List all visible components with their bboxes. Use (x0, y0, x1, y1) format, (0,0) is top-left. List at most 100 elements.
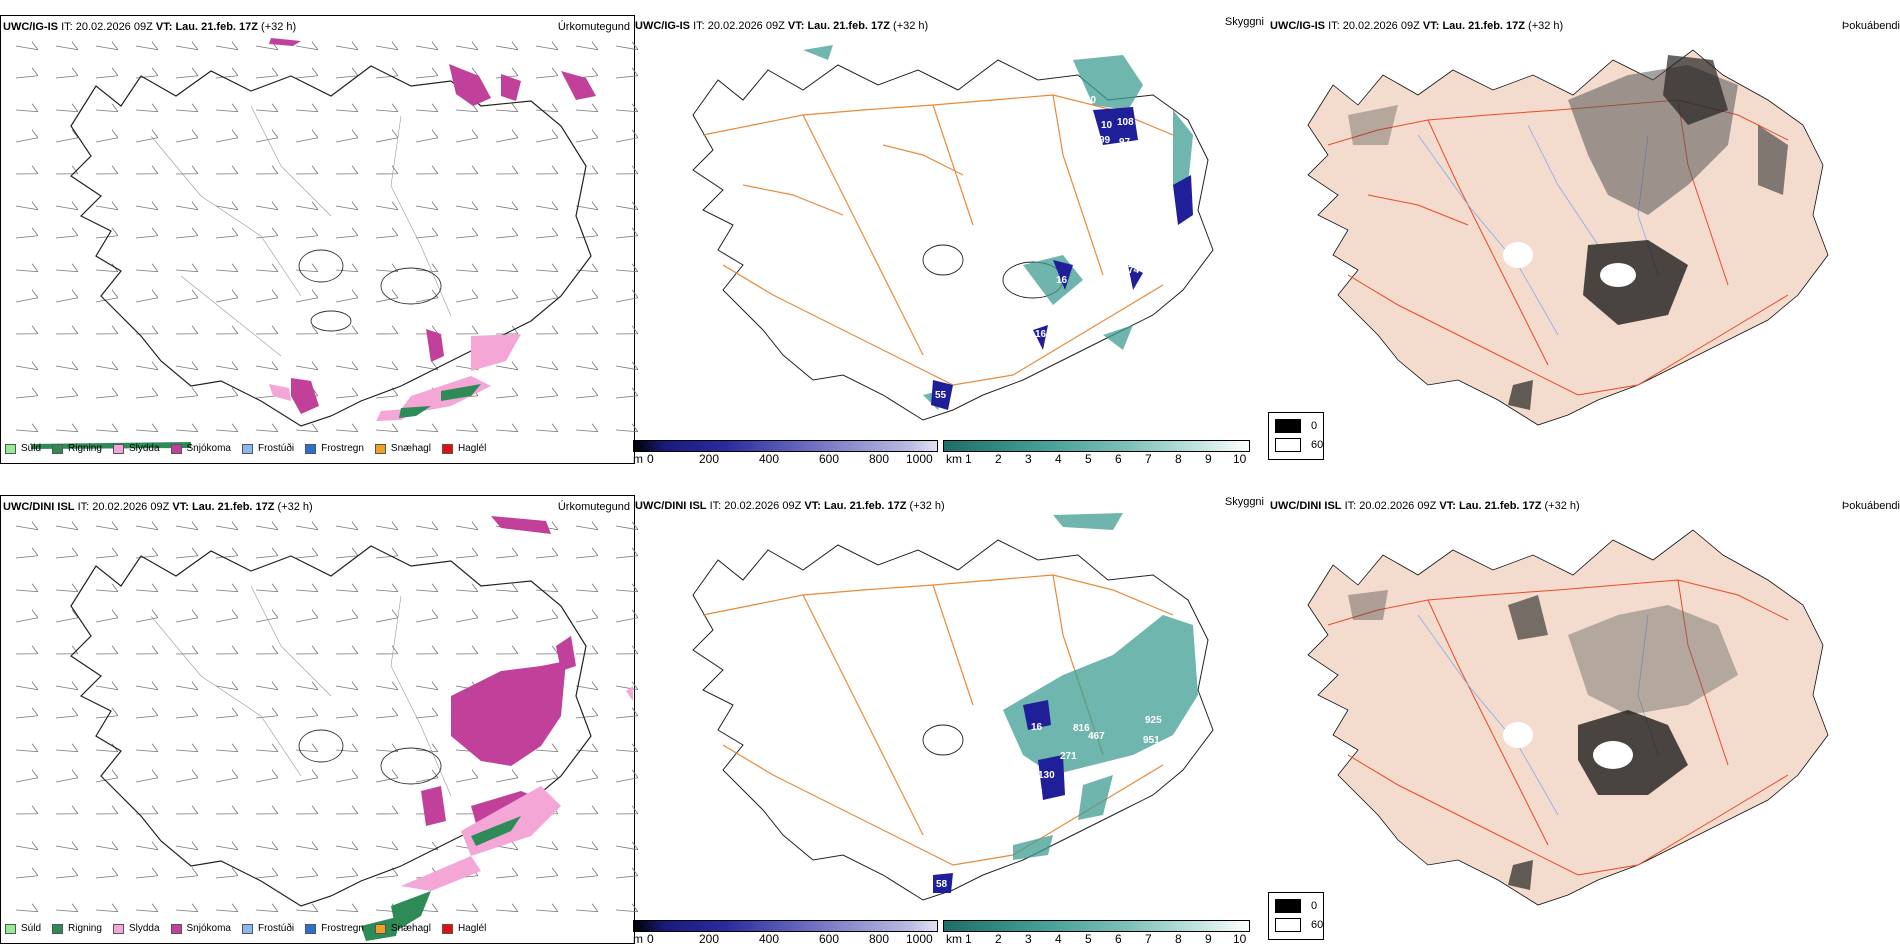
wind-barb (15, 867, 39, 879)
fog-clear-areas (1503, 722, 1633, 769)
visibility-m-fields (931, 107, 1193, 410)
wind-barb (55, 841, 79, 851)
wind-barb (375, 67, 399, 79)
wind-barb (15, 129, 39, 143)
wind-barb (175, 129, 199, 143)
wind-barb (375, 841, 399, 851)
panel-header: UWC/DINI ISL IT: 20.02.2026 09Z VT: Lau.… (3, 501, 313, 514)
wind-barb (335, 645, 359, 655)
km-tick: 4 (1055, 452, 1062, 466)
wind-barb (455, 325, 479, 335)
wind-barb (375, 769, 399, 783)
wind-barb (175, 547, 199, 559)
wind-barb (55, 681, 79, 691)
wind-barb (375, 227, 399, 239)
wind-barb (95, 841, 119, 851)
wind-barb (215, 769, 239, 783)
m-unit: m (633, 452, 643, 466)
wind-barb (415, 645, 439, 655)
wind-barb (415, 769, 439, 783)
wind-barb (455, 609, 479, 623)
wind-barb (495, 769, 519, 783)
wind-barb (535, 769, 559, 783)
wind-barb (295, 201, 319, 211)
km-tick: 5 (1085, 932, 1092, 946)
wind-barb (255, 227, 279, 239)
wind-barb (575, 201, 599, 211)
wind-barb (255, 361, 279, 371)
visibility-value: 16 (1056, 275, 1068, 286)
legend-item: Súld (5, 443, 41, 454)
wind-barb (575, 227, 599, 239)
visibility-value: 108 (1117, 117, 1134, 128)
glaciers (922, 724, 964, 756)
precip-map (15, 38, 639, 449)
wind-barb (255, 805, 279, 815)
wind-barb (95, 805, 119, 815)
wind-barb (175, 361, 199, 371)
visibility-value: 97 (1119, 137, 1131, 148)
wind-barb (95, 903, 119, 913)
it-value: 20.02.2026 09Z (1359, 500, 1437, 512)
precip-legend: Súld Rigning Slydda Snjókoma Frostúði Fr… (5, 443, 497, 454)
wind-barb (15, 609, 39, 623)
wind-barb (135, 841, 159, 851)
wind-barb (95, 521, 119, 531)
wind-barb (135, 201, 159, 211)
wind-barb (455, 547, 479, 559)
wind-barb (535, 67, 559, 79)
lead-time: (+32 h) (1544, 500, 1580, 512)
wind-barb (615, 325, 639, 335)
wind-barb (55, 547, 79, 559)
wind-barb (495, 263, 519, 273)
snow-areas (421, 516, 576, 841)
wind-barb (55, 583, 79, 593)
wind-barb (255, 841, 279, 851)
wind-barb (375, 583, 399, 593)
wind-barb (215, 67, 239, 79)
wind-barb (255, 547, 279, 559)
wind-barb (495, 201, 519, 211)
wind-barb (615, 41, 639, 51)
wind-barb (495, 841, 519, 851)
wind-barb (255, 103, 279, 113)
wind-barb (335, 903, 359, 913)
fog-legend-label: 0 (1311, 900, 1318, 912)
wind-barb (55, 867, 79, 879)
wind-barb (455, 263, 479, 273)
wind-barb (455, 769, 479, 783)
wind-barb (615, 769, 639, 783)
wind-barb (175, 841, 199, 851)
lead-time: (+32 h) (893, 20, 929, 32)
fog-legend-label: 0 (1311, 420, 1318, 432)
legend-swatch (374, 923, 386, 934)
wind-barb (215, 609, 239, 623)
wind-barb (255, 681, 279, 691)
wind-barb (615, 707, 639, 719)
wind-barb (575, 609, 599, 623)
wind-barb (135, 103, 159, 113)
wind-barb (535, 227, 559, 239)
km-tick: 4 (1055, 932, 1062, 946)
fog-map (1307, 49, 1829, 426)
wind-barb (615, 201, 639, 211)
km-tick: 10 (1233, 932, 1247, 946)
wind-barb (295, 547, 319, 559)
wind-barbs (15, 521, 639, 913)
wind-barb (295, 903, 319, 913)
visibility-value: 74 (1128, 265, 1140, 276)
iceland-outline (692, 539, 1214, 901)
legend-item: Súld (5, 923, 41, 934)
visibility-value: 271 (1060, 751, 1077, 762)
vt-value: Lau. 21.feb. 17Z (1442, 20, 1525, 32)
fog-legend-swatch (1275, 899, 1301, 913)
fog-map (1307, 529, 1829, 906)
km-tick: 6 (1115, 452, 1122, 466)
vt-label: VT: (1422, 20, 1440, 32)
panel-header: UWC/IG-IS IT: 20.02.2026 09Z VT: Lau. 21… (635, 20, 928, 33)
wind-barb (255, 201, 279, 211)
wind-barb (455, 129, 479, 143)
km-tick: 10 (1233, 452, 1247, 466)
visibility-km-fields (803, 45, 1193, 410)
wind-barb (255, 583, 279, 593)
